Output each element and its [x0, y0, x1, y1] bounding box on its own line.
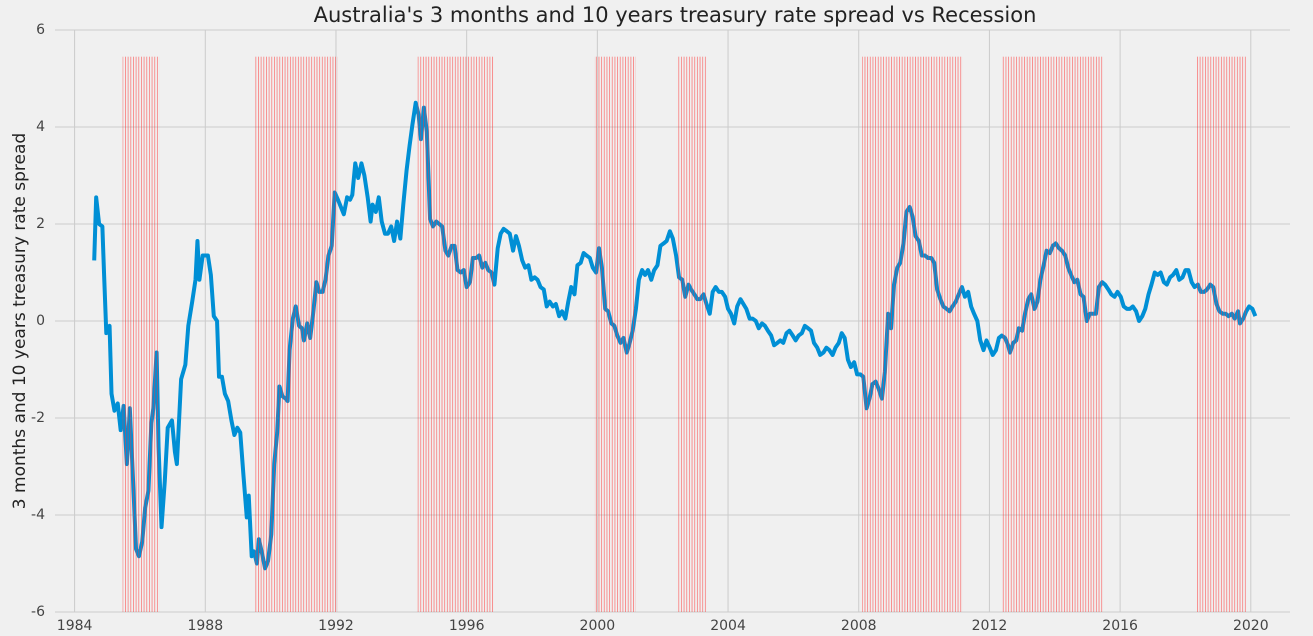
y-axis-label: 3 months and 10 years treasury rate spre…	[10, 133, 30, 509]
y-tick-label: 0	[36, 313, 45, 329]
y-tick-label: 4	[36, 119, 45, 135]
x-tick-label: 1996	[449, 618, 485, 634]
recession-band	[253, 56, 338, 613]
recession-band	[861, 56, 963, 613]
x-tick-label: 2004	[710, 618, 746, 634]
recession-band	[1002, 56, 1103, 613]
x-tick-label: 2008	[841, 618, 877, 634]
y-tick-label: 6	[36, 22, 45, 38]
recession-band	[594, 56, 636, 613]
x-tick-label: 2012	[972, 618, 1008, 634]
y-tick-label: 2	[36, 216, 45, 232]
recession-band	[1196, 56, 1247, 613]
plot	[92, 56, 1258, 613]
x-tick-label: 1988	[187, 618, 223, 634]
x-tick-label: 2016	[1102, 618, 1138, 634]
y-tick-label: -6	[31, 604, 45, 620]
y-tick-label: -2	[31, 410, 45, 426]
recession-band	[417, 56, 495, 613]
x-tick-label: 1984	[57, 618, 93, 634]
recession-band	[122, 56, 160, 613]
x-tick-label: 2020	[1233, 618, 1269, 634]
x-tick-label: 1992	[318, 618, 354, 634]
chart-title: Australia's 3 months and 10 years treasu…	[314, 3, 1037, 27]
recession-band	[676, 56, 707, 613]
y-tick-label: -4	[31, 507, 45, 523]
x-tick-label: 2000	[580, 618, 616, 634]
